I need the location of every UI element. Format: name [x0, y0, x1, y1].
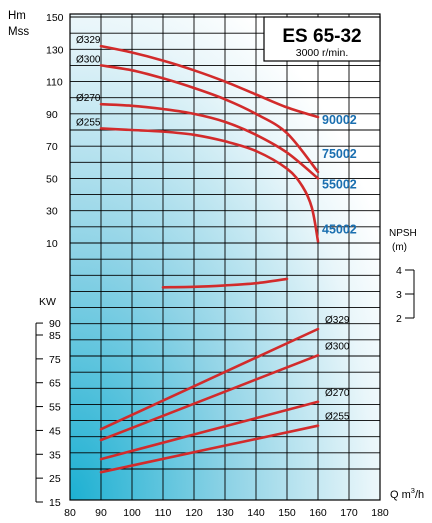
power-curve — [99, 400, 320, 461]
x-axis-unit: Q m3/h — [390, 486, 424, 501]
power-diameter-label: Ø270 — [325, 388, 350, 399]
npsh-tick-label: 3 — [396, 289, 402, 301]
x-tick-label: 100 — [123, 507, 141, 519]
x-tick-label: 80 — [64, 507, 76, 519]
head-curve-45002 — [99, 127, 320, 243]
power-tick-label: 15 — [49, 497, 61, 509]
x-tick-label: 120 — [185, 507, 203, 519]
head-diameter-label: Ø300 — [76, 54, 101, 65]
head-curve-55002 — [99, 102, 320, 180]
model-label-55002: 55002 — [322, 177, 357, 191]
power-diameter-label: Ø300 — [325, 341, 350, 352]
power-tick-label: 25 — [49, 473, 61, 485]
head-curve-90002 — [99, 44, 320, 119]
head-tick-label: 90 — [46, 109, 58, 121]
x-tick-label: 170 — [340, 507, 358, 519]
head-tick-label: 10 — [46, 238, 58, 250]
npsh-tick-label: 4 — [396, 265, 402, 277]
x-tick-label: 90 — [95, 507, 107, 519]
head-tick-label: 70 — [46, 141, 58, 153]
x-tick-label: 110 — [155, 507, 172, 519]
head-tick-label: 150 — [46, 12, 64, 24]
power-tick-label: 75 — [49, 354, 61, 366]
power-diameter-label: Ø329 — [325, 315, 350, 326]
plot-frame — [69, 13, 381, 501]
head-diameter-label: Ø270 — [76, 93, 101, 104]
power-tick-label: 55 — [49, 402, 61, 414]
power-curve — [99, 327, 320, 431]
model-label-45002: 45002 — [322, 222, 357, 236]
power-tick-label: 45 — [49, 425, 61, 437]
npsh-axis-label-line2: (m) — [392, 242, 407, 253]
axes — [35, 13, 415, 503]
power-diameter-label: Ø255 — [325, 412, 350, 423]
npsh-axis-label-line1: NPSH — [389, 228, 417, 239]
head-tick-label: 130 — [46, 44, 64, 56]
head-diameter-label: Ø329 — [76, 35, 101, 46]
head-curve-75002 — [99, 64, 320, 174]
npsh-tick-label: 2 — [396, 313, 402, 325]
power-axis-label: KW — [39, 296, 56, 308]
curves — [99, 44, 320, 474]
x-tick-label: 140 — [247, 507, 265, 519]
power-tick-label: 90 — [49, 318, 61, 330]
x-tick-label: 150 — [278, 507, 296, 519]
chart-subtitle: 3000 r/min. — [296, 47, 349, 59]
power-curve — [99, 424, 320, 474]
title-box — [263, 16, 381, 62]
head-tick-label: 30 — [46, 206, 58, 218]
power-tick-label: 85 — [49, 330, 61, 342]
power-tick-label: 65 — [49, 378, 61, 390]
head-tick-label: 50 — [46, 173, 58, 185]
x-tick-label: 180 — [371, 507, 389, 519]
x-tick-label: 160 — [309, 507, 327, 519]
head-axis-label-line1: Hm — [8, 10, 26, 22]
chart-title: ES 65-32 — [282, 26, 361, 47]
power-curve — [99, 354, 320, 442]
x-tick-label: 130 — [216, 507, 234, 519]
head-tick-label: 110 — [46, 77, 63, 89]
model-label-90002: 90002 — [322, 113, 357, 127]
npsh-curve — [161, 277, 289, 289]
head-diameter-label: Ø255 — [76, 117, 101, 128]
labels: 80 90 100 110 120 130 140 150 160 170 180 10 30 50 70 9… — [46, 12, 402, 519]
model-label-75002: 75002 — [322, 147, 357, 161]
head-axis-label-line2: Mss — [8, 26, 29, 38]
power-tick-label: 35 — [49, 449, 61, 461]
